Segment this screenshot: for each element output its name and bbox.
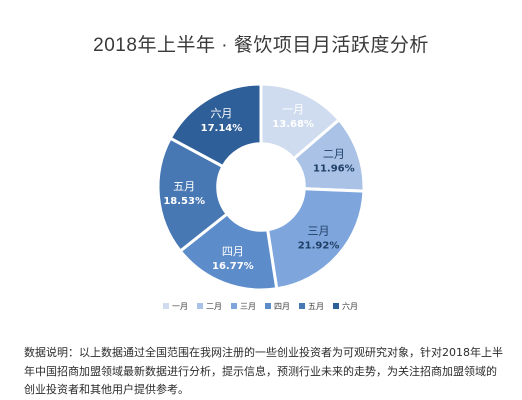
slice-label-1: 一月 — [282, 103, 304, 116]
slice-5 — [156, 136, 230, 254]
slice-value-4: 16.77% — [212, 261, 254, 272]
slice-label-3: 三月 — [308, 224, 330, 237]
legend-swatch-3 — [231, 303, 237, 309]
slice-label-6: 六月 — [210, 107, 232, 120]
slice-value-6: 17.14% — [201, 123, 243, 134]
slice-labels: 一月 13.68% 二月 11.96% 三月 21.92% 四月 16.77% 五月 18.53%… — [163, 103, 354, 272]
data-note: 数据说明：以上数据通过全国范围在我网注册的一些创业投资者为可观研究对象，针对20… — [24, 346, 503, 396]
slice-3 — [265, 187, 366, 291]
slice-label-5: 五月 — [173, 180, 195, 193]
slice-value-1: 13.68% — [272, 119, 314, 130]
legend-label-2: 二月 — [206, 302, 222, 311]
legend-label-3: 三月 — [240, 302, 256, 311]
legend-swatch-5 — [299, 303, 305, 309]
legend-swatch-2 — [197, 303, 203, 309]
slice-value-2: 11.96% — [313, 164, 355, 175]
slice-label-4: 四月 — [222, 245, 244, 258]
legend-label-6: 六月 — [342, 301, 358, 311]
chart-title: 2018年上半年 · 餐饮项目月活跃度分析 — [93, 35, 429, 56]
slice-6 — [168, 82, 263, 169]
donut-slices — [156, 82, 366, 292]
legend-label-5: 五月 — [308, 302, 324, 311]
chart-legend: 一月 二月 三月 四月 五月 六月 — [163, 301, 358, 311]
legend-label-4: 四月 — [274, 302, 290, 311]
slice-value-3: 21.92% — [298, 240, 340, 251]
slice-label-2: 二月 — [323, 148, 345, 161]
donut-chart: 一月 13.68% 二月 11.96% 三月 21.92% 四月 16.77% 五月 18.53%… — [156, 82, 366, 311]
legend-swatch-6 — [333, 303, 339, 309]
slice-value-5: 18.53% — [163, 196, 205, 207]
legend-swatch-1 — [163, 303, 169, 309]
legend-label-1: 一月 — [172, 302, 188, 311]
legend-swatch-4 — [265, 303, 271, 309]
